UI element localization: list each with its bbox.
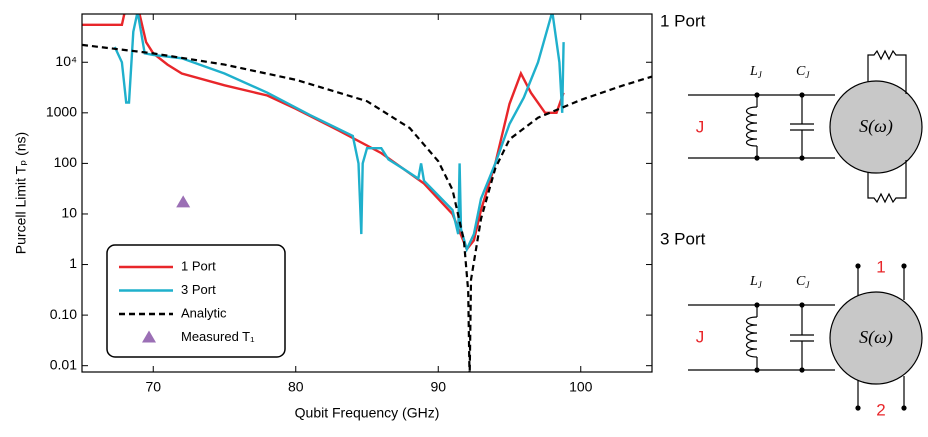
node: [799, 92, 805, 98]
y-axis-label: Purcell Limit Tₚ (ns): [13, 132, 29, 254]
y-tick-label: 0.10: [50, 306, 77, 322]
diagram-title: 1 Port: [660, 11, 706, 30]
capacitor-label: CJ: [796, 274, 810, 290]
legend-marker: [142, 330, 156, 343]
node: [799, 302, 805, 308]
plot: 70 80 90 100 0.01 0.10 1 10 100 1000 10⁴ 1 Port 3 Po…: [46, 13, 653, 395]
line: [82, 14, 565, 252]
source-label: J: [696, 327, 705, 346]
wires: [688, 94, 835, 159]
line: [82, 43, 652, 372]
inductor-label: LJ: [749, 64, 763, 80]
x-tick-label: 100: [569, 379, 593, 395]
inductor: [745, 106, 758, 147]
x-tick-label: 80: [288, 379, 304, 395]
s-block: [829, 80, 923, 174]
s-block: [829, 291, 923, 385]
node: [754, 92, 760, 98]
y-tick-label: 100: [54, 154, 78, 170]
node: [754, 367, 760, 373]
diagram-title: 3 Port: [660, 229, 706, 248]
terminal: [901, 263, 907, 269]
legend-box: [106, 244, 286, 358]
diagram-3-port: 3 Port J LJ CJ S(ω) 1 2: [660, 229, 923, 419]
plot-frame: [81, 13, 653, 373]
port-wires: [857, 266, 905, 408]
line: [113, 14, 565, 253]
node: [799, 367, 805, 373]
marker: [176, 195, 191, 208]
y-tick-label: 1000: [46, 104, 77, 120]
terminal: [855, 263, 861, 269]
terminal: [855, 405, 861, 411]
y-tick-label: 10: [61, 205, 77, 221]
source-label: J: [696, 117, 705, 136]
inductor-label: LJ: [749, 274, 763, 290]
node: [754, 302, 760, 308]
x-axis-label: Qubit Frequency (GHz): [295, 405, 440, 421]
inductor: [745, 316, 758, 358]
series-layer: [82, 14, 652, 372]
node: [799, 155, 805, 161]
resistors: [867, 49, 907, 204]
terminal: [901, 405, 907, 411]
y-tick-label: 10⁴: [55, 53, 77, 69]
y-tick-label: 1: [69, 255, 77, 271]
legend-label: 3 Port: [181, 282, 216, 297]
capacitor-label: CJ: [796, 64, 810, 80]
x-tick-label: 90: [430, 379, 446, 395]
diagram-1-port: 1 Port J LJ CJ S(ω): [660, 11, 923, 204]
port-label: 1: [876, 257, 885, 276]
legend-label: Measured T₁: [181, 329, 255, 344]
x-tick-label: 70: [145, 379, 161, 395]
legend-label: 1 Port: [181, 258, 216, 273]
block-label: S(ω): [859, 116, 893, 137]
legend-label: Analytic: [181, 305, 227, 320]
wires: [688, 304, 835, 371]
port-label: 2: [876, 400, 885, 419]
node: [754, 155, 760, 161]
y-tick-label: 0.01: [50, 356, 77, 372]
block-label: S(ω): [859, 327, 893, 348]
